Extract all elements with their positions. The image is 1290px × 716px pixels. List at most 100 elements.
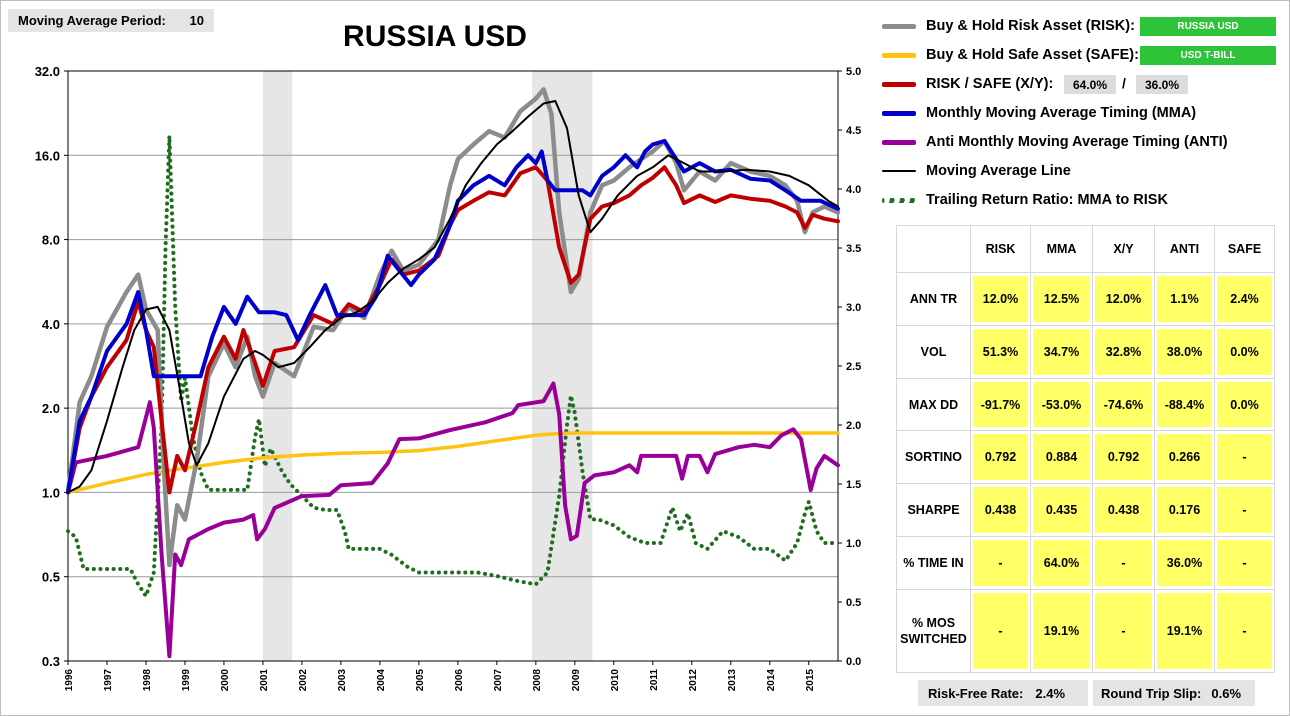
legend-item-mma: Monthly Moving Average Timing (MMA) [882, 99, 1196, 127]
x-tick-label: 2003 [337, 669, 348, 692]
table-row: % TIME IN - 64.0% - 36.0% - [896, 536, 1275, 590]
legend-swatch-safe [882, 52, 916, 58]
table-row: SORTINO 0.792 0.884 0.792 0.266 - [896, 430, 1275, 485]
y-left-tick-label: 0.5 [42, 570, 60, 585]
row-header: ANN TR [896, 272, 971, 326]
table-cell: 19.1% [1030, 588, 1093, 674]
x-tick-label: 2001 [259, 669, 270, 692]
y-right-tick-label: 1.0 [846, 538, 861, 550]
table-cell: 19.1% [1154, 588, 1215, 674]
table-cell: 0.438 [970, 483, 1031, 538]
stats-header-row: RISK MMA X/Y ANTI SAFE [896, 225, 1275, 273]
legend-item-xy: RISK / SAFE (X/Y): [882, 70, 1053, 98]
legend-label-xy: RISK / SAFE (X/Y): [926, 76, 1054, 92]
col-header: X/Y [1092, 225, 1155, 273]
series-layer [65, 87, 841, 659]
table-cell: 1.1% [1154, 272, 1215, 326]
table-cell: - [1214, 588, 1275, 674]
table-cell: -88.4% [1154, 377, 1215, 432]
x-tick-label: 1998 [142, 669, 153, 692]
table-cell: 12.0% [1092, 272, 1155, 326]
y-right-tick-label: 2.0 [846, 420, 861, 432]
table-cell: 12.0% [970, 272, 1031, 326]
table-cell: - [970, 536, 1031, 590]
series-line-ma-line [67, 100, 839, 494]
row-header: MAX DD [896, 377, 971, 432]
legend-label-risk: Buy & Hold Risk Asset (RISK): [926, 18, 1135, 34]
legend-swatch-anti [882, 139, 916, 145]
x-tick-label: 2005 [415, 669, 426, 692]
series-line-safe [66, 431, 840, 495]
x-tick-label: 2009 [571, 669, 582, 692]
x-tick-label: 2015 [805, 669, 816, 692]
row-header: VOL [896, 324, 971, 379]
table-row: MAX DD -91.7% -53.0% -74.6% -88.4% 0.0% [896, 377, 1275, 432]
table-cell: 0.792 [970, 430, 1031, 485]
table-cell: 0.884 [1030, 430, 1093, 485]
table-cell: - [1092, 588, 1155, 674]
legend-label-anti: Anti Monthly Moving Average Timing (ANTI… [926, 134, 1228, 150]
risk-free-rate-box: Risk-Free Rate: 2.4% [918, 680, 1088, 706]
xy-separator: / [1122, 75, 1126, 91]
col-header: ANTI [1154, 225, 1215, 273]
y-right-tick-label: 5.0 [846, 66, 861, 78]
recession-band [531, 71, 593, 661]
y-right-tick-label: 4.5 [846, 125, 861, 137]
table-cell: 0.438 [1092, 483, 1155, 538]
y-left-tick-label: 1.0 [42, 485, 60, 500]
table-cell: 64.0% [1030, 536, 1093, 590]
axes [64, 70, 842, 665]
legend-item-anti: Anti Monthly Moving Average Timing (ANTI… [882, 128, 1228, 156]
legend-label-safe: Buy & Hold Safe Asset (SAFE): [926, 47, 1139, 63]
x-tick-label: 2014 [766, 669, 777, 692]
table-cell: 0.176 [1154, 483, 1215, 538]
y-right-tick-label: 0.0 [846, 656, 861, 668]
series-line-risk [65, 87, 841, 568]
table-cell: - [1214, 430, 1275, 485]
x-tick-label: 2008 [532, 669, 543, 692]
table-cell: 0.0% [1214, 324, 1275, 379]
x-tick-label: 2004 [376, 669, 387, 692]
x-tick-label: 1999 [181, 669, 192, 692]
legend-swatch-ma-line [882, 170, 916, 172]
col-header: RISK [970, 225, 1031, 273]
chart-title: RUSSIA USD [343, 20, 527, 53]
table-row: % MOS SWITCHED - 19.1% - 19.1% - [896, 588, 1275, 674]
series-line-ratio [66, 133, 840, 599]
legend-swatch-xy [882, 81, 916, 87]
rf-label: Risk-Free Rate: [928, 685, 1024, 701]
legend-item-risk: Buy & Hold Risk Asset (RISK): [882, 12, 1135, 40]
xy-risk-pct: 64.0% [1064, 75, 1116, 94]
table-cell: - [1214, 536, 1275, 590]
row-header: SORTINO [896, 430, 971, 485]
x-tick-label: 2000 [220, 669, 231, 692]
slip-label: Round Trip Slip: [1101, 685, 1202, 701]
x-tick-label: 2007 [493, 669, 504, 692]
y-left-tick-label: 32.0 [35, 64, 60, 79]
y-left-tick-label: 2.0 [42, 401, 60, 416]
table-cell: 32.8% [1092, 324, 1155, 379]
legend-item-safe: Buy & Hold Safe Asset (SAFE): [882, 41, 1139, 69]
y-right-tick-label: 1.5 [846, 479, 861, 491]
table-cell: - [970, 588, 1031, 674]
y-left-tick-label: 0.3 [42, 654, 60, 669]
table-cell: 2.4% [1214, 272, 1275, 326]
table-cell: 0.792 [1092, 430, 1155, 485]
rf-value: 2.4% [1035, 685, 1066, 701]
table-cell: -74.6% [1092, 377, 1155, 432]
y-left-tick-label: 16.0 [35, 148, 60, 163]
x-tick-label: 1997 [103, 669, 114, 692]
risk-asset-tag: RUSSIA USD [1140, 17, 1276, 36]
table-row: SHARPE 0.438 0.435 0.438 0.176 - [896, 483, 1275, 538]
table-cell: 38.0% [1154, 324, 1215, 379]
stats-table: RISK MMA X/Y ANTI SAFE ANN TR 12.0% 12.5… [896, 225, 1275, 674]
safe-asset-tag: USD T-BILL [1140, 46, 1276, 65]
table-cell: 51.3% [970, 324, 1031, 379]
table-row: ANN TR 12.0% 12.5% 12.0% 1.1% 2.4% [896, 272, 1275, 326]
x-tick-label: 2002 [298, 669, 309, 692]
table-row: VOL 51.3% 34.7% 32.8% 38.0% 0.0% [896, 324, 1275, 379]
series-line-mma [66, 139, 840, 495]
chart-plot: 32.0 16.0 8.0 4.0 2.0 1.0 0.5 0.3 5.0 4.5 4.0 3.5 3.… [35, 64, 862, 692]
legend-swatch-mma [882, 110, 916, 116]
legend-label-ratio: Trailing Return Ratio: MMA to RISK [926, 192, 1168, 208]
